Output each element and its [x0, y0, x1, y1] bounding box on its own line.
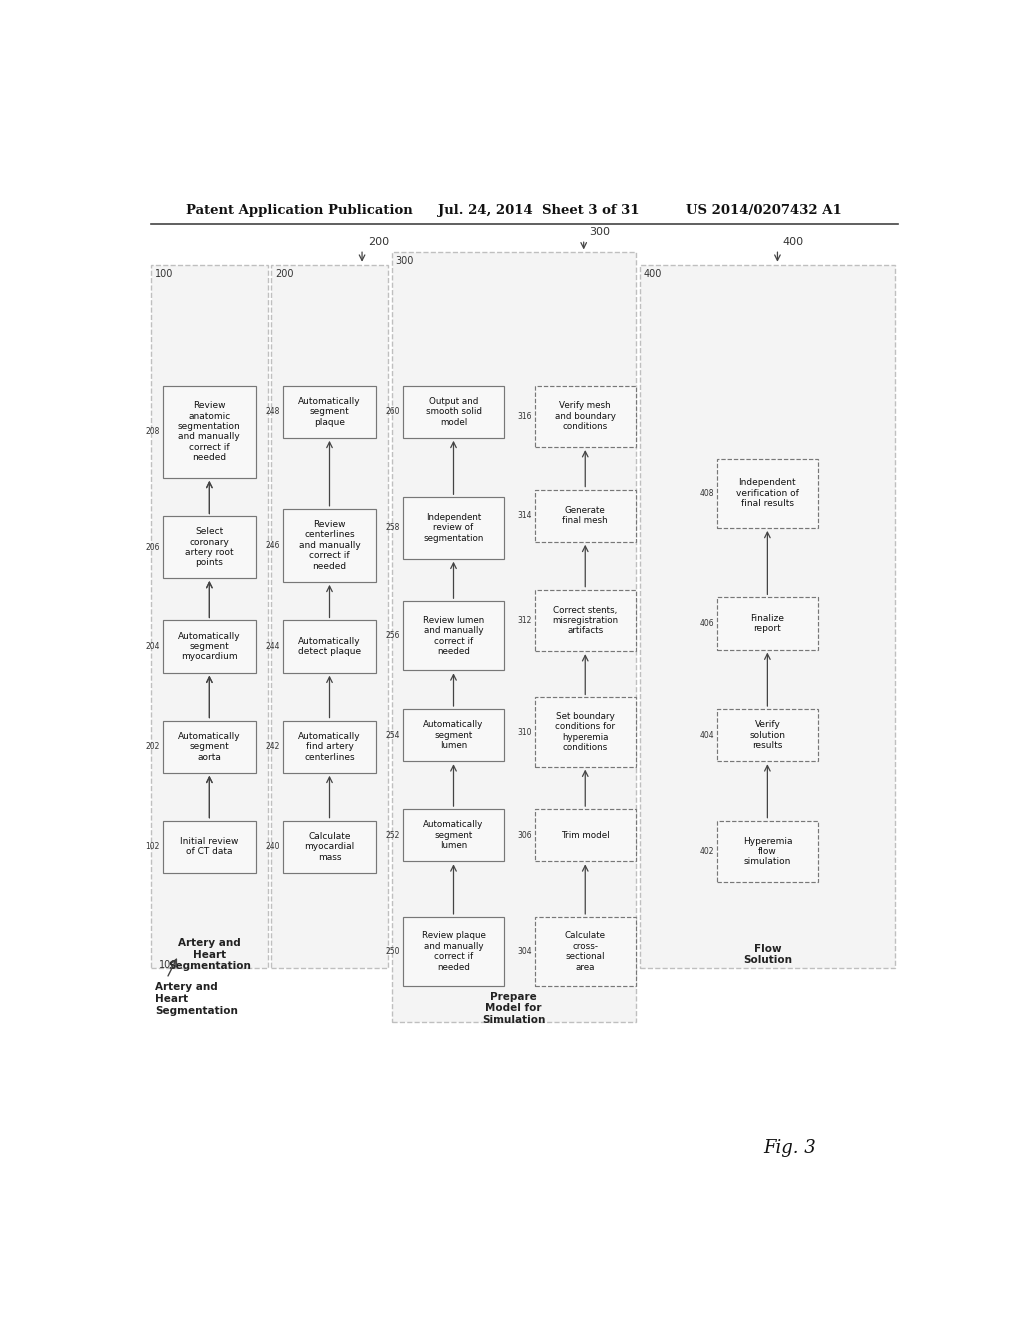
Bar: [535, 697, 636, 767]
Text: 314: 314: [517, 511, 531, 520]
Text: 256: 256: [385, 631, 400, 640]
Bar: [152, 265, 267, 969]
Text: Calculate
cross-
sectional
area: Calculate cross- sectional area: [565, 932, 606, 972]
Text: Output and
smooth solid
model: Output and smooth solid model: [426, 397, 481, 426]
Text: 400: 400: [783, 236, 804, 247]
Text: Artery and
Heart
Segmentation: Artery and Heart Segmentation: [155, 982, 238, 1015]
Bar: [535, 809, 636, 862]
Text: Automatically
segment
myocardium: Automatically segment myocardium: [178, 632, 241, 661]
Bar: [271, 265, 388, 969]
Text: 240: 240: [265, 842, 280, 851]
Text: 102: 102: [145, 842, 160, 851]
Text: Automatically
segment
aorta: Automatically segment aorta: [178, 731, 241, 762]
Text: 208: 208: [145, 428, 160, 436]
Text: 306: 306: [517, 830, 531, 840]
Text: Review lumen
and manually
correct if
needed: Review lumen and manually correct if nee…: [423, 615, 484, 656]
Text: 206: 206: [145, 543, 160, 552]
Bar: [535, 917, 636, 986]
Bar: [163, 385, 256, 478]
Bar: [535, 490, 636, 543]
Text: 204: 204: [145, 642, 160, 651]
Bar: [283, 821, 376, 873]
Text: 202: 202: [145, 742, 160, 751]
Text: 400: 400: [643, 268, 662, 279]
Text: 258: 258: [386, 524, 400, 532]
Text: Independent
verification of
final results: Independent verification of final result…: [736, 478, 799, 508]
Text: Automatically
segment
lumen: Automatically segment lumen: [423, 820, 483, 850]
Bar: [283, 385, 376, 438]
Bar: [535, 385, 636, 447]
Text: Patent Application Publication: Patent Application Publication: [186, 205, 413, 218]
Bar: [403, 385, 504, 438]
Bar: [163, 620, 256, 673]
Text: Review
centerlines
and manually
correct if
needed: Review centerlines and manually correct …: [299, 520, 360, 570]
Text: Finalize
report: Finalize report: [751, 614, 784, 634]
Bar: [403, 601, 504, 671]
Text: Review
anatomic
segmentation
and manually
correct if
needed: Review anatomic segmentation and manuall…: [178, 401, 241, 462]
Text: 300: 300: [395, 256, 414, 267]
Text: Review plaque
and manually
correct if
needed: Review plaque and manually correct if ne…: [422, 932, 485, 972]
Text: Fig. 3: Fig. 3: [764, 1139, 816, 1156]
Text: US 2014/0207432 A1: US 2014/0207432 A1: [686, 205, 842, 218]
Bar: [717, 709, 818, 762]
Bar: [403, 809, 504, 862]
Text: 408: 408: [699, 488, 714, 498]
Text: Automatically
segment
plaque: Automatically segment plaque: [298, 397, 360, 426]
Text: 260: 260: [385, 408, 400, 416]
Bar: [717, 821, 818, 882]
Text: Prepare
Model for
Simulation: Prepare Model for Simulation: [482, 991, 545, 1026]
Bar: [403, 498, 504, 558]
Text: 304: 304: [517, 946, 531, 956]
Text: Automatically
find artery
centerlines: Automatically find artery centerlines: [298, 731, 360, 762]
Bar: [163, 721, 256, 774]
Text: 310: 310: [517, 727, 531, 737]
Text: 252: 252: [386, 830, 400, 840]
Bar: [163, 516, 256, 578]
Text: Artery and
Heart
Segmentation: Artery and Heart Segmentation: [168, 939, 251, 972]
Text: Select
coronary
artery root
points: Select coronary artery root points: [185, 527, 233, 568]
Text: Generate
final mesh: Generate final mesh: [562, 506, 608, 525]
Text: 242: 242: [265, 742, 280, 751]
Text: 404: 404: [699, 731, 714, 739]
Bar: [403, 709, 504, 762]
Bar: [391, 252, 636, 1022]
Text: 200: 200: [369, 236, 389, 247]
Text: Verify
solution
results: Verify solution results: [750, 721, 785, 750]
Text: Calculate
myocardial
mass: Calculate myocardial mass: [304, 832, 354, 862]
Text: Flow
Solution: Flow Solution: [742, 944, 792, 965]
Text: Verify mesh
and boundary
conditions: Verify mesh and boundary conditions: [555, 401, 615, 432]
Bar: [283, 620, 376, 673]
Text: 300: 300: [589, 227, 610, 236]
Text: 248: 248: [265, 408, 280, 416]
Text: Correct stents,
misregistration
artifacts: Correct stents, misregistration artifact…: [552, 606, 618, 635]
Text: Automatically
segment
lumen: Automatically segment lumen: [423, 721, 483, 750]
Text: 402: 402: [699, 847, 714, 855]
Text: 246: 246: [265, 541, 280, 550]
Text: 100: 100: [159, 961, 177, 970]
Text: Automatically
detect plaque: Automatically detect plaque: [298, 636, 361, 656]
Bar: [535, 590, 636, 651]
Text: Set boundary
conditions for
hyperemia
conditions: Set boundary conditions for hyperemia co…: [555, 711, 615, 752]
Bar: [283, 721, 376, 774]
Bar: [163, 821, 256, 873]
Bar: [283, 508, 376, 582]
Text: 406: 406: [699, 619, 714, 628]
Text: Hyperemia
flow
simulation: Hyperemia flow simulation: [742, 837, 793, 866]
Bar: [717, 459, 818, 528]
Bar: [717, 597, 818, 649]
Text: Independent
review of
segmentation: Independent review of segmentation: [423, 513, 483, 543]
Text: 100: 100: [155, 268, 173, 279]
Text: Jul. 24, 2014  Sheet 3 of 31: Jul. 24, 2014 Sheet 3 of 31: [438, 205, 640, 218]
Text: 254: 254: [385, 731, 400, 739]
Bar: [403, 917, 504, 986]
Text: Initial review
of CT data: Initial review of CT data: [180, 837, 239, 857]
Text: 250: 250: [385, 946, 400, 956]
Text: Trim model: Trim model: [561, 830, 609, 840]
Bar: [640, 265, 895, 969]
Text: 200: 200: [275, 268, 294, 279]
Text: 312: 312: [517, 616, 531, 624]
Text: 244: 244: [265, 642, 280, 651]
Text: 316: 316: [517, 412, 531, 421]
